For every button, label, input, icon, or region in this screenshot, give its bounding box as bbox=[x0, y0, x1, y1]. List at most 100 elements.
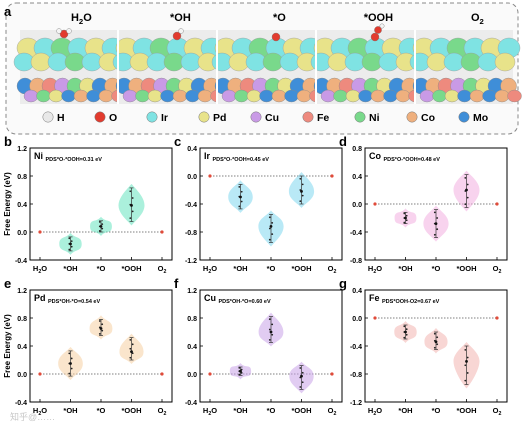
legend-swatch bbox=[406, 111, 418, 123]
atom bbox=[419, 89, 435, 103]
state-label-3: *O bbox=[273, 12, 286, 24]
endpoint-marker bbox=[160, 230, 164, 234]
median-point bbox=[465, 360, 468, 363]
violin-charts: b Ni PDS*O-*OOH=0.31 eV -0.4 0.0 0.4 0.8 1.2 Fr… bbox=[3, 134, 508, 417]
y-tick-label: 0.4 bbox=[352, 288, 362, 295]
data-point bbox=[68, 237, 71, 240]
y-tick-label: 1.2 bbox=[187, 288, 197, 295]
median-point bbox=[99, 225, 103, 228]
pds-label: Co PDS*O-*OOH=0.48 eV bbox=[369, 151, 440, 163]
y-tick-label: 0.0 bbox=[352, 202, 362, 209]
data-point bbox=[238, 366, 241, 369]
legend-item-pd: Pd bbox=[198, 111, 226, 124]
x-tick-label: *OH bbox=[233, 406, 247, 415]
y-tick-label: -0.8 bbox=[350, 372, 362, 379]
x-tick-label: *OOH bbox=[456, 264, 476, 273]
endpoint-marker bbox=[495, 316, 499, 320]
data-point bbox=[131, 197, 134, 199]
x-tick-label: H2O bbox=[368, 406, 382, 417]
data-point bbox=[433, 211, 436, 214]
median-point bbox=[434, 340, 438, 344]
legend-item-ir: Ir bbox=[146, 111, 168, 124]
data-point bbox=[299, 386, 302, 388]
legend-label: Cu bbox=[265, 112, 279, 124]
data-point bbox=[68, 352, 71, 355]
atom bbox=[271, 89, 287, 103]
data-point bbox=[466, 183, 469, 186]
median-point bbox=[130, 350, 133, 353]
y-tick-label: -1.2 bbox=[185, 258, 197, 265]
data-point bbox=[301, 194, 304, 197]
endpoint-marker bbox=[330, 174, 334, 178]
data-point bbox=[433, 346, 436, 349]
data-point bbox=[301, 183, 304, 186]
x-tick-label: O2 bbox=[158, 264, 167, 275]
median-point bbox=[239, 195, 242, 199]
legend-item-co: Co bbox=[406, 111, 435, 124]
data-point bbox=[131, 352, 134, 355]
atom bbox=[284, 89, 299, 103]
y-tick-label: 0.4 bbox=[17, 202, 27, 209]
atom bbox=[358, 89, 373, 103]
legend-label: Ir bbox=[161, 112, 168, 124]
panel-letter: b bbox=[4, 134, 12, 149]
data-point bbox=[433, 233, 436, 236]
data-point bbox=[436, 217, 439, 219]
atom bbox=[259, 89, 274, 103]
y-tick-label: 1.2 bbox=[17, 288, 27, 295]
endpoint-marker bbox=[495, 202, 499, 206]
pds-label: Ni PDS*O-*OOH=0.31 eV bbox=[34, 151, 102, 163]
slab-4 bbox=[310, 23, 423, 104]
atom bbox=[246, 89, 262, 103]
x-tick-label: O2 bbox=[158, 406, 167, 417]
y-tick-label: -0.8 bbox=[185, 230, 197, 237]
legend-label: Ni bbox=[369, 112, 380, 124]
legend-label: Pd bbox=[213, 112, 226, 124]
watermark: 知乎@…… bbox=[10, 411, 55, 422]
data-point bbox=[299, 367, 302, 369]
data-point bbox=[268, 318, 271, 321]
panel-letter: d bbox=[339, 134, 347, 149]
x-tick-label: *OOH bbox=[291, 264, 311, 273]
endpoint-marker bbox=[330, 372, 334, 376]
legend-swatch bbox=[198, 111, 210, 123]
data-point bbox=[405, 219, 408, 222]
slab-5 bbox=[409, 30, 522, 104]
data-point bbox=[68, 372, 71, 375]
y-tick-label: 0.8 bbox=[17, 174, 27, 181]
legend-swatch bbox=[354, 111, 366, 123]
adsorbate bbox=[271, 32, 281, 42]
data-point bbox=[271, 233, 274, 236]
median-point bbox=[404, 216, 407, 220]
y-tick-label: -0.8 bbox=[350, 258, 362, 265]
x-tick-label: *O bbox=[432, 406, 441, 415]
pds-label: Fe PDS*OOH-O2=0.67 eV bbox=[369, 293, 440, 305]
data-point bbox=[464, 176, 467, 179]
data-point bbox=[240, 190, 243, 193]
atom bbox=[98, 89, 114, 103]
panel-a-letter: a bbox=[4, 4, 12, 19]
data-point bbox=[68, 248, 71, 251]
legend-item-ni: Ni bbox=[354, 111, 380, 124]
x-tick-label: *OOH bbox=[121, 264, 141, 273]
data-point bbox=[405, 328, 408, 331]
data-point bbox=[240, 368, 243, 371]
y-tick-label: -0.4 bbox=[185, 400, 197, 407]
endpoint-marker bbox=[208, 372, 212, 376]
atom bbox=[320, 89, 336, 103]
atom bbox=[333, 89, 348, 103]
legend-swatch bbox=[94, 111, 106, 123]
state-label-4: *OOH bbox=[364, 12, 393, 24]
median-point bbox=[130, 204, 133, 207]
atom bbox=[469, 89, 485, 103]
y-tick-label: 0.0 bbox=[17, 230, 27, 237]
data-point bbox=[129, 217, 132, 220]
data-point bbox=[101, 323, 104, 326]
atom bbox=[160, 89, 175, 103]
x-tick-label: O2 bbox=[328, 406, 337, 417]
atom bbox=[36, 89, 51, 103]
x-tick-label: *OH bbox=[233, 264, 247, 273]
legend-item-h: H bbox=[42, 111, 65, 124]
y-tick-label: 0.4 bbox=[352, 174, 362, 181]
x-tick-label: *O bbox=[97, 264, 106, 273]
